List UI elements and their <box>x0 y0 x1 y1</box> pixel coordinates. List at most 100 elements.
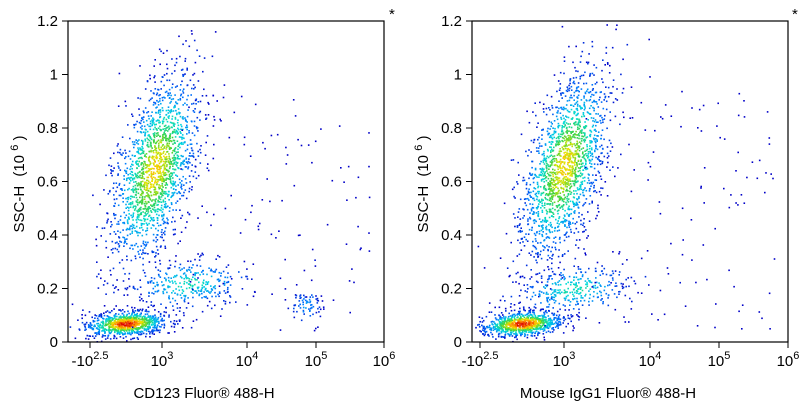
granulocytes-event <box>141 167 144 169</box>
monocytes-event <box>194 277 196 280</box>
granulocytes-event <box>160 80 163 83</box>
lymphocytes-event <box>542 330 545 332</box>
granulocytes-event <box>135 201 138 203</box>
monocytes-event <box>201 297 203 299</box>
background-event <box>332 299 335 301</box>
granulocytes-event <box>132 190 134 193</box>
granulocytes-event <box>159 141 161 143</box>
lymphocytes-event <box>571 315 574 317</box>
granulocytes-event <box>148 146 150 148</box>
granulocytes-event <box>134 257 137 260</box>
background-event <box>219 315 222 317</box>
lymphocytes-event <box>558 314 561 316</box>
lymphocytes-event <box>531 332 533 335</box>
lymphocytes-event <box>103 305 106 307</box>
granulocytes-event <box>175 189 177 191</box>
granulocytes-event <box>145 230 147 232</box>
lymphocytes-event <box>499 318 501 320</box>
lymphocytes-event <box>495 324 498 327</box>
granulocytes-event <box>147 189 149 192</box>
monocytes-event <box>194 273 196 275</box>
lymphocytes-event <box>154 322 156 324</box>
granulocytes-event <box>551 262 553 265</box>
granulocytes-event <box>166 217 168 220</box>
granulocytes-event <box>540 194 542 196</box>
granulocytes-event <box>134 255 137 257</box>
granulocytes-event <box>176 192 178 195</box>
granulocytes-event <box>144 140 147 142</box>
background-event <box>368 165 370 168</box>
granulocytes-event <box>180 125 183 128</box>
granulocytes-event <box>562 140 564 143</box>
monocytes-event <box>210 290 212 293</box>
lymphocytes-event <box>512 313 515 316</box>
lymphocytes-event <box>144 310 147 312</box>
granulocytes-event <box>169 181 172 184</box>
granulocytes-event <box>116 186 119 189</box>
granulocytes-event <box>152 176 155 178</box>
granulocytes-event <box>195 98 198 100</box>
granulocytes-event <box>591 140 593 143</box>
granulocytes-event <box>559 164 561 167</box>
lymphocytes-event <box>123 311 126 313</box>
granulocytes-event <box>530 254 532 256</box>
granulocytes-event <box>165 148 168 150</box>
lymphocytes-event <box>132 324 134 327</box>
lymphocytes-event <box>122 317 125 319</box>
granulocytes-event <box>170 203 173 206</box>
granulocytes-event <box>159 198 162 201</box>
lymphocytes-event <box>154 316 157 318</box>
granulocytes-event <box>552 168 554 171</box>
monocytes-event <box>185 287 188 290</box>
granulocytes-event <box>171 152 174 154</box>
granulocytes-event <box>180 231 183 233</box>
granulocytes-event <box>161 99 164 102</box>
lymphocytes-event <box>547 327 550 330</box>
lymphocytes-event <box>151 330 153 333</box>
granulocytes-event <box>591 200 593 203</box>
monocytes-event <box>184 294 187 297</box>
granulocytes-event <box>576 148 579 151</box>
lymphocytes-event <box>523 326 526 328</box>
granulocytes-event <box>571 152 574 154</box>
background-event <box>348 280 351 282</box>
granulocytes-event <box>149 207 152 210</box>
granulocytes-event <box>158 172 160 174</box>
granulocytes-event <box>133 209 136 211</box>
granulocytes-event <box>155 236 157 239</box>
granulocytes-event <box>192 175 195 178</box>
granulocytes-event <box>179 115 182 118</box>
lymphocytes-event <box>132 309 134 311</box>
monocytes-event <box>210 307 213 310</box>
lymphocytes-event <box>139 322 141 324</box>
monocytes-event <box>194 272 196 274</box>
lymphocytes-event <box>134 319 136 321</box>
granulocytes-event <box>562 208 564 210</box>
granulocytes-event <box>558 177 561 179</box>
lymphocytes-event <box>549 322 552 325</box>
granulocytes-event <box>149 128 152 131</box>
granulocytes-event <box>557 133 560 135</box>
granulocytes-event <box>114 233 117 235</box>
granulocytes-event <box>127 209 130 212</box>
left-plot: 00.20.40.60.811.2 -102.5 103 104 105 106 * C… <box>9 6 395 402</box>
monocytes-event <box>169 301 172 304</box>
lymphocytes-event <box>505 324 507 327</box>
lymphocytes-event <box>493 326 495 328</box>
positive-basophils-event <box>284 299 287 301</box>
monocytes-event <box>168 295 170 297</box>
lymphocytes-event <box>519 318 521 320</box>
granulocytes-event <box>586 182 589 184</box>
granulocytes-event <box>573 143 576 145</box>
lymphocytes-event <box>544 316 546 318</box>
granulocytes-event <box>582 191 584 194</box>
granulocytes-event <box>616 24 618 26</box>
granulocytes-event <box>117 105 120 107</box>
granulocytes-event <box>154 88 157 90</box>
granulocytes-event <box>582 224 584 226</box>
granulocytes-event <box>538 152 540 154</box>
lymphocytes-event <box>107 329 110 331</box>
lymphocytes-event <box>120 310 122 312</box>
lymphocytes-event <box>558 317 560 320</box>
granulocytes-event <box>554 208 556 211</box>
